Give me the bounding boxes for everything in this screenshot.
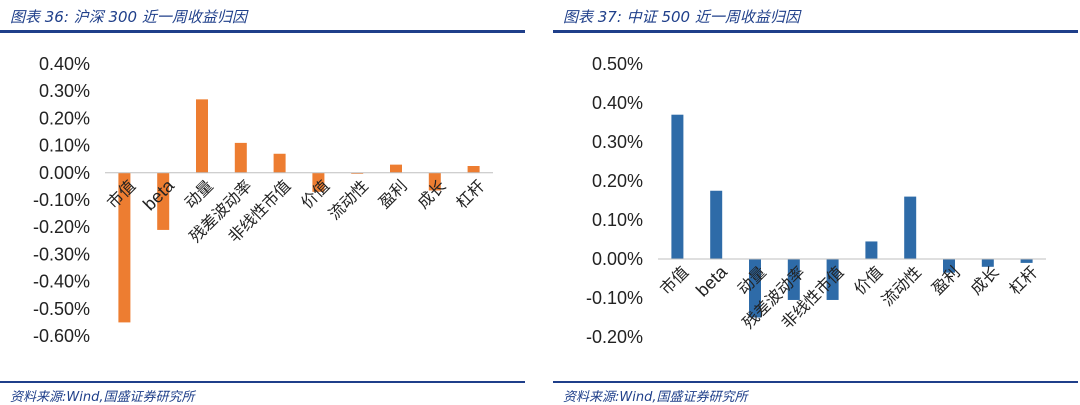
chart-title: 图表 36: 沪深 300 近一周收益归因	[10, 8, 247, 26]
bar-3	[787, 259, 800, 300]
bar-7	[943, 259, 955, 273]
y-tick-label: 0.30%	[592, 132, 643, 152]
bar-3	[234, 142, 247, 173]
category-label: 市值	[103, 176, 139, 212]
category-label: 成长	[414, 176, 450, 212]
category-label: beta	[139, 175, 179, 215]
y-tick-label: 0.30%	[39, 81, 90, 101]
y-tick-label: -0.60%	[33, 326, 90, 346]
category-label: 流动性	[878, 262, 925, 309]
y-tick-label: 0.20%	[39, 108, 90, 128]
source-note: 资料来源:Wind,国盛证券研究所	[563, 390, 748, 405]
bar-7	[390, 164, 402, 173]
y-tick-label: 0.40%	[39, 54, 90, 74]
y-tick-label: 0.10%	[39, 136, 90, 156]
bar-6	[904, 196, 917, 259]
bar-5	[312, 172, 325, 192]
category-label: 杠杆	[452, 176, 488, 212]
bar-2	[196, 99, 208, 173]
y-tick-label: -0.20%	[33, 217, 90, 237]
bar-0	[671, 114, 684, 259]
bar-2	[749, 259, 761, 318]
y-tick-label: 0.00%	[39, 163, 90, 183]
category-label: 盈利	[375, 176, 411, 212]
category-label: 杠杆	[1005, 262, 1041, 298]
title-rule	[553, 30, 1078, 33]
source-rule	[0, 381, 525, 383]
bar-8	[981, 259, 994, 267]
bar-1	[710, 190, 723, 259]
bar-9	[1020, 259, 1033, 263]
title-rule	[0, 30, 525, 33]
category-label: 市值	[656, 262, 692, 298]
category-label: 成长	[967, 262, 1003, 298]
y-tick-label: 0.50%	[592, 54, 643, 74]
source-rule	[553, 381, 1078, 383]
bar-5	[865, 241, 878, 259]
bar-8	[428, 172, 441, 191]
y-tick-label: 0.20%	[592, 171, 643, 191]
bar-4	[826, 259, 839, 300]
y-tick-label: -0.10%	[586, 288, 643, 308]
category-label: beta	[692, 261, 732, 301]
category-label: 盈利	[928, 262, 964, 298]
y-tick-label: -0.20%	[586, 327, 643, 347]
bar-chart-hs300: 0.40% 0.30% 0.20% 0.10% 0.00% -0.10% -0.20% -0.…	[33, 54, 493, 346]
bar-0	[118, 172, 131, 323]
y-tick-label: 0.00%	[592, 249, 643, 269]
bar-1	[157, 172, 170, 230]
y-tick-label: -0.50%	[33, 299, 90, 319]
y-tick-label: -0.10%	[33, 190, 90, 210]
chart-panel-right: 图表 37: 中证 500 近一周收益归因 0.50% 0.40% 0.30% 0.2…	[553, 0, 1078, 405]
category-label: 流动性	[325, 176, 372, 223]
bar-4	[273, 153, 286, 173]
bar-9	[467, 166, 480, 173]
chart-panel-left: 图表 36: 沪深 300 近一周收益归因 0.40% 0.30% 0.20% 0.1…	[0, 0, 525, 405]
y-tick-label: -0.40%	[33, 272, 90, 292]
y-tick-label: -0.30%	[33, 244, 90, 264]
y-tick-label: 0.10%	[592, 210, 643, 230]
source-note: 资料来源:Wind,国盛证券研究所	[10, 390, 195, 405]
bar-chart-csi500: 0.50% 0.40% 0.30% 0.20% 0.10% 0.00% -0.10% -0.2…	[586, 54, 1046, 347]
chart-title: 图表 37: 中证 500 近一周收益归因	[563, 8, 800, 26]
y-tick-label: 0.40%	[592, 93, 643, 113]
